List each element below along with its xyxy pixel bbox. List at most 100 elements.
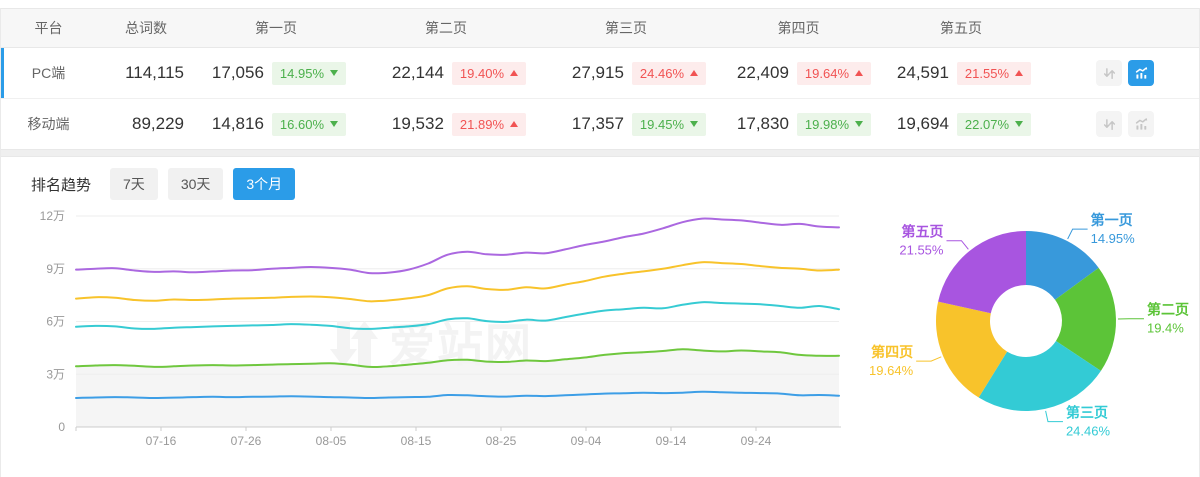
y-tick-label: 0	[58, 420, 65, 434]
arrow-down-icon	[1015, 121, 1023, 127]
column-header-6: 第五页	[881, 18, 1041, 38]
change-percent: 19.40%	[460, 67, 504, 80]
tab-range-7天[interactable]: 7天	[110, 168, 158, 200]
page4-change-badge: 19.64%	[797, 62, 871, 85]
page3-change-badge: 19.45%	[632, 113, 706, 136]
change-percent: 16.60%	[280, 118, 324, 131]
change-percent: 14.95%	[280, 67, 324, 80]
y-tick-label: 6万	[46, 315, 65, 329]
page4-count: 22,409	[737, 63, 789, 83]
x-tick-label: 09-04	[571, 434, 602, 448]
donut-label-percent: 19.64%	[869, 363, 914, 378]
sort-button[interactable]	[1096, 111, 1122, 137]
page3-count: 27,915	[572, 63, 624, 83]
page2-count: 19,532	[392, 114, 444, 134]
row-actions	[1041, 60, 1199, 86]
x-tick-label: 09-24	[741, 434, 772, 448]
column-header-1: 总词数	[96, 18, 196, 38]
donut-label-percent: 14.95%	[1090, 231, 1135, 246]
arrow-down-icon	[330, 121, 338, 127]
page5-count: 24,591	[897, 63, 949, 83]
trend-toolbar: 排名趋势 7天 30天 3个月	[1, 157, 1199, 201]
page3-cell: 17,357 19.45%	[536, 113, 716, 136]
show-trend-chart-button[interactable]	[1128, 111, 1154, 137]
page1-change-badge: 16.60%	[272, 113, 346, 136]
trend-range-tabs: 7天 30天 3个月	[100, 168, 295, 200]
row-actions	[1041, 111, 1199, 137]
column-header-3: 第二页	[356, 18, 536, 38]
donut-slice-5[interactable]	[938, 231, 1026, 313]
arrow-up-icon	[510, 121, 518, 127]
page2-change-badge: 21.89%	[452, 113, 526, 136]
column-header-4: 第三页	[536, 18, 716, 38]
donut-label-line	[1045, 411, 1062, 422]
page4-cell: 22,409 19.64%	[716, 62, 881, 85]
arrow-up-icon	[855, 70, 863, 76]
x-tick-label: 09-14	[656, 434, 687, 448]
arrow-down-icon	[855, 121, 863, 127]
total-words-value: 114,115	[96, 63, 196, 83]
x-tick-label: 08-05	[316, 434, 347, 448]
page2-cell: 19,532 21.89%	[356, 113, 536, 136]
page1-cell: 17,056 14.95%	[196, 62, 356, 85]
x-tick-label: 08-15	[401, 434, 432, 448]
donut-label-name: 第一页	[1090, 212, 1132, 228]
platform-label: PC端	[1, 63, 96, 83]
trend-title: 排名趋势	[31, 174, 91, 195]
change-percent: 19.98%	[805, 118, 849, 131]
donut-label-name: 第三页	[1066, 405, 1108, 421]
page5-change-badge: 21.55%	[957, 62, 1031, 85]
donut-label-percent: 19.4%	[1147, 321, 1184, 336]
page5-cell: 24,591 21.55%	[881, 62, 1041, 85]
show-trend-chart-button[interactable]	[1128, 60, 1154, 86]
donut-label-line	[916, 357, 941, 361]
donut-label-name: 第二页	[1147, 302, 1189, 318]
column-header-0: 平台	[1, 18, 96, 38]
change-percent: 22.07%	[965, 118, 1009, 131]
page5-change-badge: 22.07%	[957, 113, 1031, 136]
donut-label-line	[1067, 229, 1087, 239]
arrow-down-icon	[330, 70, 338, 76]
page2-count: 22,144	[392, 63, 444, 83]
x-tick-label: 07-26	[231, 434, 262, 448]
page1-count: 14,816	[212, 114, 264, 134]
arrow-up-icon	[510, 70, 518, 76]
page1-cell: 14,816 16.60%	[196, 113, 356, 136]
sort-button[interactable]	[1096, 60, 1122, 86]
page1-count: 17,056	[212, 63, 264, 83]
total-words-value: 89,229	[96, 114, 196, 134]
donut-label-percent: 21.55%	[899, 243, 944, 258]
page-distribution-donut[interactable]: 第一页14.95%第二页19.4%第三页24.46%第四页19.64%第五页21…	[845, 201, 1199, 471]
donut-label-line	[946, 241, 968, 250]
arrow-up-icon	[690, 70, 698, 76]
x-tick-label: 08-25	[486, 434, 517, 448]
change-percent: 19.45%	[640, 118, 684, 131]
arrow-down-icon	[690, 121, 698, 127]
x-tick-label: 07-16	[146, 434, 177, 448]
trend-line-line-2[interactable]	[76, 262, 839, 301]
column-header-5: 第四页	[716, 18, 881, 38]
page3-count: 17,357	[572, 114, 624, 134]
page2-change-badge: 19.40%	[452, 62, 526, 85]
change-percent: 19.64%	[805, 67, 849, 80]
page3-change-badge: 24.46%	[632, 62, 706, 85]
trend-line-line-1[interactable]	[76, 219, 839, 274]
column-header-2: 第一页	[196, 18, 356, 38]
tab-range-3个月[interactable]: 3个月	[233, 168, 295, 200]
y-tick-label: 3万	[46, 367, 65, 381]
y-tick-label: 9万	[46, 262, 65, 276]
platform-label: 移动端	[1, 114, 96, 134]
rank-table-header: 平台总词数第一页第二页第三页第四页第五页	[1, 9, 1199, 48]
change-percent: 21.89%	[460, 118, 504, 131]
donut-label-percent: 24.46%	[1066, 424, 1111, 439]
page4-count: 17,830	[737, 114, 789, 134]
page4-cell: 17,830 19.98%	[716, 113, 881, 136]
tab-range-30天[interactable]: 30天	[168, 168, 224, 200]
